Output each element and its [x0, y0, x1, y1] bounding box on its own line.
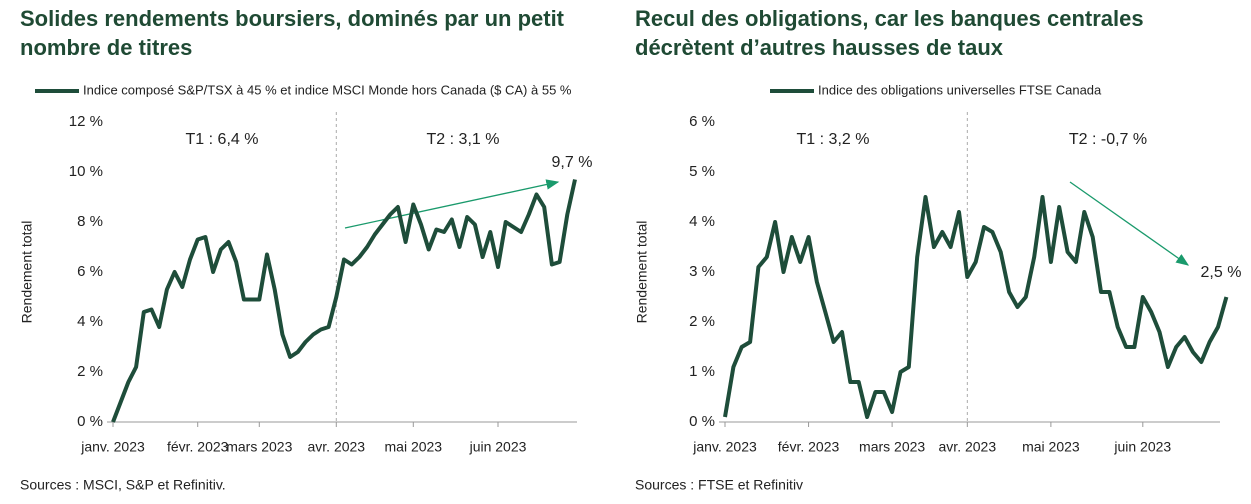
source: Sources : MSCI, S&P et Refinitiv. — [20, 477, 226, 493]
source: Sources : FTSE et Refinitiv — [635, 477, 803, 493]
annotation: T1 : 6,4 % — [186, 131, 259, 148]
x-tick-label: avr. 2023 — [307, 439, 365, 455]
annotation: 2,5 % — [1201, 264, 1242, 281]
y-tick-label: 0 % — [689, 413, 715, 430]
legend-label: Indice composé S&P/TSX à 45 % et indice … — [83, 82, 572, 97]
y-tick-label: 5 % — [689, 163, 715, 180]
line-series — [111, 179, 577, 423]
y-tick-label: 3 % — [689, 263, 715, 280]
y-tick-label: 6 % — [77, 263, 103, 280]
y-tick-label: 10 % — [69, 163, 103, 180]
x-tick-label: févr. 2023 — [778, 439, 840, 455]
x-tick-label: mars 2023 — [859, 439, 925, 455]
y-tick-label: 0 % — [77, 413, 103, 430]
y-axis-label: Rendement total — [634, 221, 650, 324]
chart-title: Recul des obligations, car les banques c… — [635, 6, 1144, 60]
y-tick-label: 2 % — [689, 313, 715, 330]
x-tick-label: juin 2023 — [1113, 439, 1171, 455]
y-tick-label: 12 % — [69, 113, 103, 130]
x-tick-label: mai 2023 — [1022, 439, 1080, 455]
line-series — [723, 195, 1229, 419]
legend-label: Indice des obligations universelles FTSE… — [818, 82, 1102, 97]
trend-arrow — [344, 179, 560, 229]
y-tick-label: 4 % — [689, 213, 715, 230]
annotation: T2 : 3,1 % — [427, 131, 500, 148]
x-tick-label: févr. 2023 — [167, 439, 229, 455]
y-axis-label: Rendement total — [19, 221, 35, 324]
y-tick-label: 2 % — [77, 363, 103, 380]
y-tick-label: 4 % — [77, 313, 103, 330]
annotation: 9,7 % — [552, 154, 593, 171]
chart-title: Solides rendements boursiers, dominés pa… — [20, 6, 565, 60]
annotation: T2 : -0,7 % — [1069, 131, 1147, 148]
x-tick-label: janv. 2023 — [80, 439, 145, 455]
x-tick-label: janv. 2023 — [692, 439, 757, 455]
y-tick-label: 6 % — [689, 113, 715, 130]
x-tick-label: mai 2023 — [385, 439, 443, 455]
y-tick-label: 1 % — [689, 363, 715, 380]
y-tick-label: 8 % — [77, 213, 103, 230]
trend-arrow — [1069, 181, 1190, 266]
annotation: T1 : 3,2 % — [797, 131, 870, 148]
x-tick-label: juin 2023 — [469, 439, 527, 455]
x-tick-label: avr. 2023 — [939, 439, 997, 455]
x-tick-label: mars 2023 — [226, 439, 292, 455]
